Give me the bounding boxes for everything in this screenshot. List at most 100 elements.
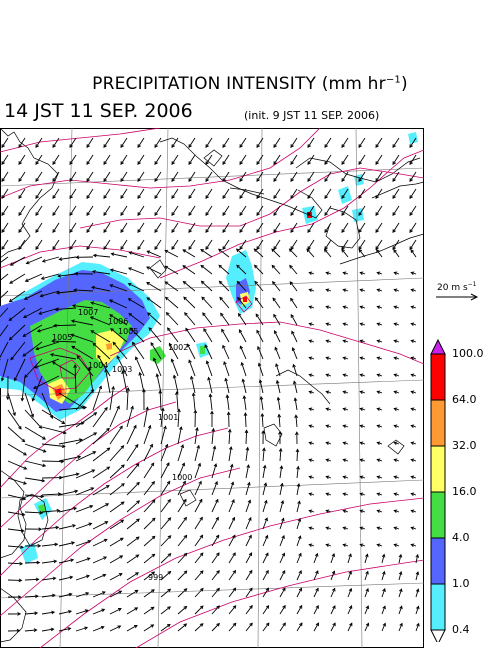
wind-arrowhead [236, 264, 240, 269]
wind-vector [90, 302, 111, 309]
wind-arrowhead [273, 229, 277, 233]
wind-arrowhead [331, 553, 336, 557]
wind-vector [41, 594, 55, 598]
colorbar-over-triangle [430, 338, 446, 355]
wind-arrowhead [253, 248, 258, 253]
wind-vector [109, 555, 123, 564]
wind-arrowhead [376, 509, 381, 514]
precip-area [106, 343, 112, 350]
wind-arrowhead [409, 161, 413, 165]
wind-arrowhead [249, 622, 253, 627]
wind-vector [245, 570, 253, 581]
wind-arrowhead [203, 328, 207, 332]
wind-vector [1, 171, 9, 182]
wind-vector [358, 222, 366, 233]
wind-vector [313, 570, 319, 581]
colorbar-segment [430, 491, 446, 539]
wind-vector [126, 482, 140, 496]
wind-arrowhead [216, 622, 220, 627]
wind-arrowhead [237, 296, 241, 301]
wind-vector [194, 588, 204, 598]
wind-arrowhead [151, 553, 156, 558]
wind-vector [228, 535, 236, 547]
wind-arrowhead [188, 212, 192, 216]
colorbar-tick-label: 32.0 [452, 439, 477, 452]
wind-arrowhead [376, 492, 381, 497]
wind-arrowhead [129, 327, 134, 331]
isobar-label: 1005 [52, 333, 72, 342]
wind-vector [272, 281, 281, 292]
wind-vector [143, 571, 155, 581]
wind-arrowhead [342, 339, 347, 344]
wind-vector [262, 500, 267, 513]
wind-vector [261, 413, 264, 428]
wind-arrowhead [86, 574, 90, 579]
wind-vector [295, 415, 298, 428]
wind-arrowhead [308, 322, 313, 327]
wind-vector [109, 483, 125, 496]
wind-vector [171, 205, 179, 216]
wind-arrowhead [214, 480, 218, 485]
wind-vector [0, 273, 9, 282]
wind-arrowhead [263, 482, 268, 487]
wind-arrowhead [325, 390, 330, 395]
wind-arrowhead [1, 195, 5, 199]
wind-vector [205, 154, 213, 165]
wind-vector [75, 609, 88, 615]
wind-vector [358, 239, 366, 250]
wind-vector [135, 356, 145, 377]
wind-arrowhead [90, 487, 95, 491]
wind-arrowhead [279, 465, 284, 470]
wind-vector [171, 137, 179, 148]
wind-vector [122, 371, 128, 394]
wind-vector [245, 605, 253, 615]
wind-vector [71, 334, 94, 343]
wind-arrowhead [342, 441, 347, 446]
wind-arrowhead [35, 246, 39, 250]
wind-arrowhead [294, 414, 298, 419]
wind-vector [184, 312, 196, 326]
wind-vector [255, 297, 264, 309]
wind-arrowhead [325, 458, 330, 463]
wind-arrowhead [308, 492, 313, 497]
wind-vector [154, 222, 162, 233]
wind-vector [177, 463, 185, 479]
figure-title: PRECIPITATION INTENSITY (mm hr−1) [92, 74, 408, 94]
wind-arrowhead [167, 606, 171, 610]
wind-arrowhead [410, 322, 415, 327]
wind-arrowhead [308, 526, 313, 531]
wind-vector [126, 387, 129, 411]
wind-vector [111, 253, 128, 258]
wind-arrowhead [376, 390, 381, 395]
wind-arrowhead [232, 534, 236, 539]
wind-vector [52, 188, 60, 199]
wind-vector [211, 623, 220, 632]
wind-arrowhead [166, 623, 171, 628]
wind-vector [392, 188, 400, 199]
wind-vector [347, 623, 353, 632]
wind-arrowhead [342, 492, 347, 497]
wind-arrowhead [393, 288, 398, 293]
wind-vector [262, 552, 269, 564]
wind-arrowhead [222, 212, 226, 216]
wind-arrowhead [52, 161, 56, 165]
wind-vector [292, 347, 298, 360]
wind-arrowhead [86, 246, 90, 250]
wind-vector [160, 606, 171, 615]
wind-arrowhead [342, 288, 347, 293]
wind-arrowhead [298, 587, 303, 592]
wind-arrowhead [359, 407, 364, 412]
wind-vector [262, 587, 269, 598]
wind-vector [376, 249, 383, 258]
wind-arrowhead [212, 445, 217, 450]
wind-vector [273, 314, 281, 326]
wind-arrowhead [393, 322, 398, 327]
wind-vector [239, 171, 247, 182]
wind-vector [177, 606, 187, 615]
wind-arrowhead [348, 605, 353, 609]
wind-arrowhead [295, 431, 299, 436]
wind-arrowhead [239, 345, 244, 350]
wind-arrowhead [52, 178, 56, 182]
wind-vector [126, 625, 138, 632]
wind-vector [375, 222, 383, 233]
